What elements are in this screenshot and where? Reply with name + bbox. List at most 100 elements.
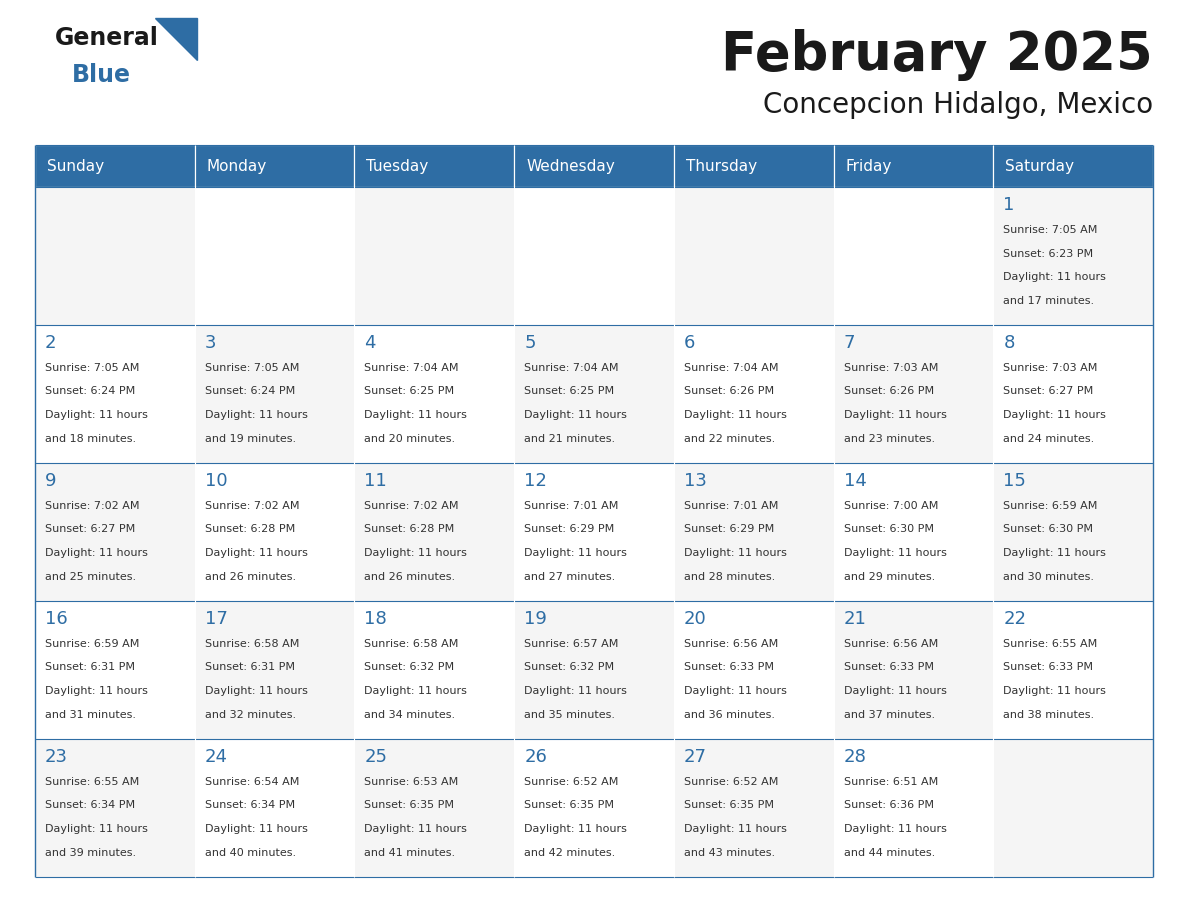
Bar	[993, 145, 1154, 187]
Bar	[514, 325, 674, 463]
Text: and 22 minutes.: and 22 minutes.	[684, 433, 775, 443]
Text: Sunrise: 7:01 AM: Sunrise: 7:01 AM	[684, 501, 778, 511]
Bar	[834, 739, 993, 877]
Bar	[834, 145, 993, 187]
Text: Sunrise: 6:52 AM: Sunrise: 6:52 AM	[524, 777, 619, 787]
Bar	[674, 325, 834, 463]
Text: February 2025: February 2025	[721, 29, 1154, 81]
Bar	[834, 325, 993, 463]
Text: 18: 18	[365, 610, 387, 628]
Text: Daylight: 11 hours: Daylight: 11 hours	[1004, 272, 1106, 282]
Text: 22: 22	[1004, 610, 1026, 628]
Text: and 35 minutes.: and 35 minutes.	[524, 710, 615, 720]
Text: Sunset: 6:30 PM: Sunset: 6:30 PM	[1004, 524, 1093, 534]
Text: 8: 8	[1004, 334, 1015, 352]
Text: Daylight: 11 hours: Daylight: 11 hours	[843, 686, 947, 696]
Text: Sunrise: 7:04 AM: Sunrise: 7:04 AM	[684, 363, 778, 373]
Text: Sunrise: 6:53 AM: Sunrise: 6:53 AM	[365, 777, 459, 787]
Text: Sunset: 6:31 PM: Sunset: 6:31 PM	[204, 663, 295, 673]
Text: Sunrise: 7:05 AM: Sunrise: 7:05 AM	[45, 363, 139, 373]
Bar	[993, 739, 1154, 877]
Text: 13: 13	[684, 472, 707, 490]
Text: Sunset: 6:25 PM: Sunset: 6:25 PM	[365, 386, 455, 397]
Bar	[34, 187, 195, 325]
Text: and 26 minutes.: and 26 minutes.	[365, 572, 455, 581]
Text: Sunset: 6:35 PM: Sunset: 6:35 PM	[524, 800, 614, 811]
Text: Daylight: 11 hours: Daylight: 11 hours	[204, 548, 308, 558]
Text: Thursday: Thursday	[685, 159, 757, 174]
Text: Daylight: 11 hours: Daylight: 11 hours	[684, 410, 786, 420]
Text: Daylight: 11 hours: Daylight: 11 hours	[365, 824, 467, 834]
Text: and 27 minutes.: and 27 minutes.	[524, 572, 615, 581]
Bar	[354, 601, 514, 739]
Text: Sunset: 6:28 PM: Sunset: 6:28 PM	[365, 524, 455, 534]
Text: and 44 minutes.: and 44 minutes.	[843, 847, 935, 857]
Text: Sunset: 6:25 PM: Sunset: 6:25 PM	[524, 386, 614, 397]
Text: and 21 minutes.: and 21 minutes.	[524, 433, 615, 443]
Text: 12: 12	[524, 472, 546, 490]
Text: and 25 minutes.: and 25 minutes.	[45, 572, 137, 581]
Text: Sunrise: 7:00 AM: Sunrise: 7:00 AM	[843, 501, 939, 511]
Bar	[195, 463, 354, 601]
Text: Daylight: 11 hours: Daylight: 11 hours	[524, 548, 627, 558]
Text: and 19 minutes.: and 19 minutes.	[204, 433, 296, 443]
Text: Sunset: 6:32 PM: Sunset: 6:32 PM	[524, 663, 614, 673]
Text: 23: 23	[45, 748, 68, 766]
Text: Daylight: 11 hours: Daylight: 11 hours	[684, 686, 786, 696]
Text: Sunset: 6:24 PM: Sunset: 6:24 PM	[204, 386, 295, 397]
Text: Daylight: 11 hours: Daylight: 11 hours	[1004, 410, 1106, 420]
Text: Daylight: 11 hours: Daylight: 11 hours	[684, 824, 786, 834]
Text: Sunset: 6:24 PM: Sunset: 6:24 PM	[45, 386, 135, 397]
Text: and 41 minutes.: and 41 minutes.	[365, 847, 455, 857]
Bar	[993, 601, 1154, 739]
Bar	[354, 463, 514, 601]
Text: Daylight: 11 hours: Daylight: 11 hours	[684, 548, 786, 558]
Text: Daylight: 11 hours: Daylight: 11 hours	[524, 410, 627, 420]
Text: Sunset: 6:30 PM: Sunset: 6:30 PM	[843, 524, 934, 534]
Text: Sunset: 6:34 PM: Sunset: 6:34 PM	[45, 800, 135, 811]
Text: and 26 minutes.: and 26 minutes.	[204, 572, 296, 581]
Bar	[195, 145, 354, 187]
Text: Daylight: 11 hours: Daylight: 11 hours	[45, 410, 147, 420]
Text: 6: 6	[684, 334, 695, 352]
Bar	[674, 187, 834, 325]
Text: Daylight: 11 hours: Daylight: 11 hours	[365, 410, 467, 420]
Bar	[674, 739, 834, 877]
Text: Sunset: 6:34 PM: Sunset: 6:34 PM	[204, 800, 295, 811]
Text: Sunset: 6:33 PM: Sunset: 6:33 PM	[684, 663, 773, 673]
Text: Daylight: 11 hours: Daylight: 11 hours	[204, 686, 308, 696]
Text: General: General	[55, 26, 159, 50]
Text: 27: 27	[684, 748, 707, 766]
Text: Sunset: 6:27 PM: Sunset: 6:27 PM	[45, 524, 135, 534]
Text: Sunrise: 6:58 AM: Sunrise: 6:58 AM	[365, 639, 459, 649]
Bar	[514, 463, 674, 601]
Text: and 42 minutes.: and 42 minutes.	[524, 847, 615, 857]
Text: 10: 10	[204, 472, 227, 490]
Text: Daylight: 11 hours: Daylight: 11 hours	[524, 824, 627, 834]
Text: 17: 17	[204, 610, 228, 628]
Text: 16: 16	[45, 610, 68, 628]
Text: Daylight: 11 hours: Daylight: 11 hours	[45, 824, 147, 834]
Text: 7: 7	[843, 334, 855, 352]
Text: Sunrise: 7:04 AM: Sunrise: 7:04 AM	[524, 363, 619, 373]
Text: Daylight: 11 hours: Daylight: 11 hours	[843, 548, 947, 558]
Text: Sunrise: 7:03 AM: Sunrise: 7:03 AM	[1004, 363, 1098, 373]
Text: Daylight: 11 hours: Daylight: 11 hours	[365, 686, 467, 696]
Text: 11: 11	[365, 472, 387, 490]
Text: Daylight: 11 hours: Daylight: 11 hours	[843, 410, 947, 420]
Text: Sunrise: 6:57 AM: Sunrise: 6:57 AM	[524, 639, 619, 649]
Text: 24: 24	[204, 748, 228, 766]
Bar	[354, 145, 514, 187]
Bar	[993, 325, 1154, 463]
Bar	[34, 601, 195, 739]
Text: Daylight: 11 hours: Daylight: 11 hours	[204, 410, 308, 420]
Text: Sunset: 6:35 PM: Sunset: 6:35 PM	[684, 800, 773, 811]
Text: Sunrise: 7:01 AM: Sunrise: 7:01 AM	[524, 501, 619, 511]
Bar	[993, 187, 1154, 325]
Bar	[674, 463, 834, 601]
Bar	[354, 187, 514, 325]
Text: Sunset: 6:23 PM: Sunset: 6:23 PM	[1004, 249, 1093, 259]
Text: 5: 5	[524, 334, 536, 352]
Text: Concepcion Hidalgo, Mexico: Concepcion Hidalgo, Mexico	[763, 91, 1154, 119]
Text: and 38 minutes.: and 38 minutes.	[1004, 710, 1094, 720]
